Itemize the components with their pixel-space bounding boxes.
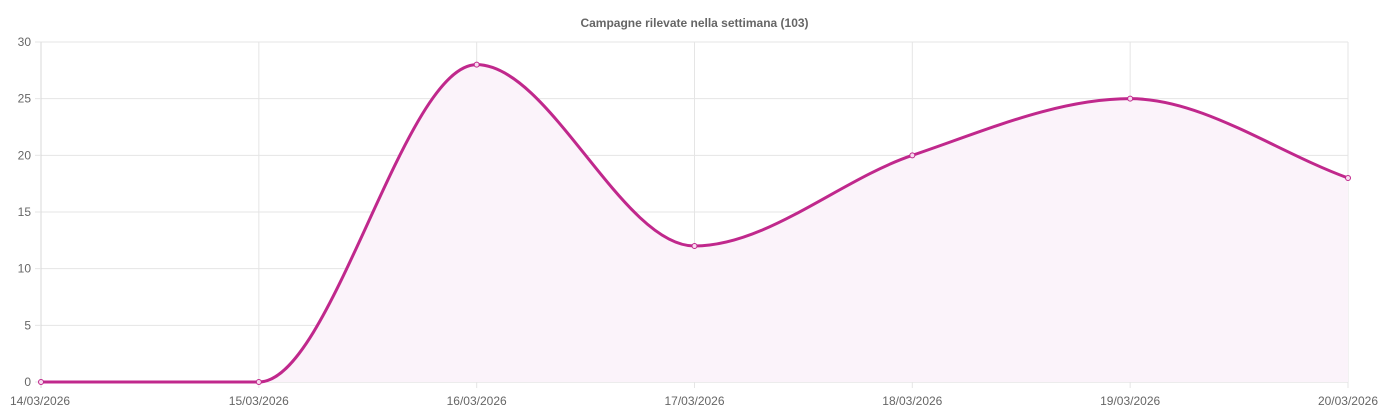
y-tick-label: 25	[18, 92, 32, 106]
y-tick-label: 30	[18, 35, 32, 49]
chart-title: Campagne rilevate nella settimana (103)	[580, 16, 808, 30]
x-tick-label: 16/03/2026	[447, 394, 507, 408]
y-tick-label: 0	[24, 375, 31, 389]
data-point[interactable]	[1345, 175, 1351, 181]
x-tick-label: 14/03/2026	[10, 394, 70, 408]
x-tick-label: 17/03/2026	[664, 394, 724, 408]
data-point[interactable]	[255, 379, 262, 385]
x-axis-ticks: 14/03/2026 15/03/2026 16/03/2026 17/03/2026…	[10, 394, 1378, 408]
data-point[interactable]	[691, 243, 698, 249]
data-point[interactable]	[38, 379, 44, 385]
y-tick-label: 15	[18, 205, 32, 219]
x-tick-label: 15/03/2026	[229, 394, 289, 408]
data-point[interactable]	[473, 61, 480, 68]
area-fill	[41, 64, 1348, 383]
y-tick-label: 5	[24, 318, 31, 332]
x-tick-label: 18/03/2026	[882, 394, 942, 408]
data-points	[38, 61, 1351, 385]
area-path	[41, 64, 1348, 383]
x-tick-label: 20/03/2026	[1318, 394, 1378, 408]
data-point[interactable]	[909, 152, 916, 159]
data-point[interactable]	[1127, 95, 1134, 102]
series-path	[41, 63, 1349, 384]
y-tick-label: 20	[18, 148, 32, 162]
y-tick-label: 10	[18, 262, 32, 276]
y-axis-ticks: 0 5 10 15 20 25 30	[18, 35, 32, 389]
x-tick-label: 19/03/2026	[1100, 394, 1160, 408]
series-line	[41, 63, 1349, 384]
